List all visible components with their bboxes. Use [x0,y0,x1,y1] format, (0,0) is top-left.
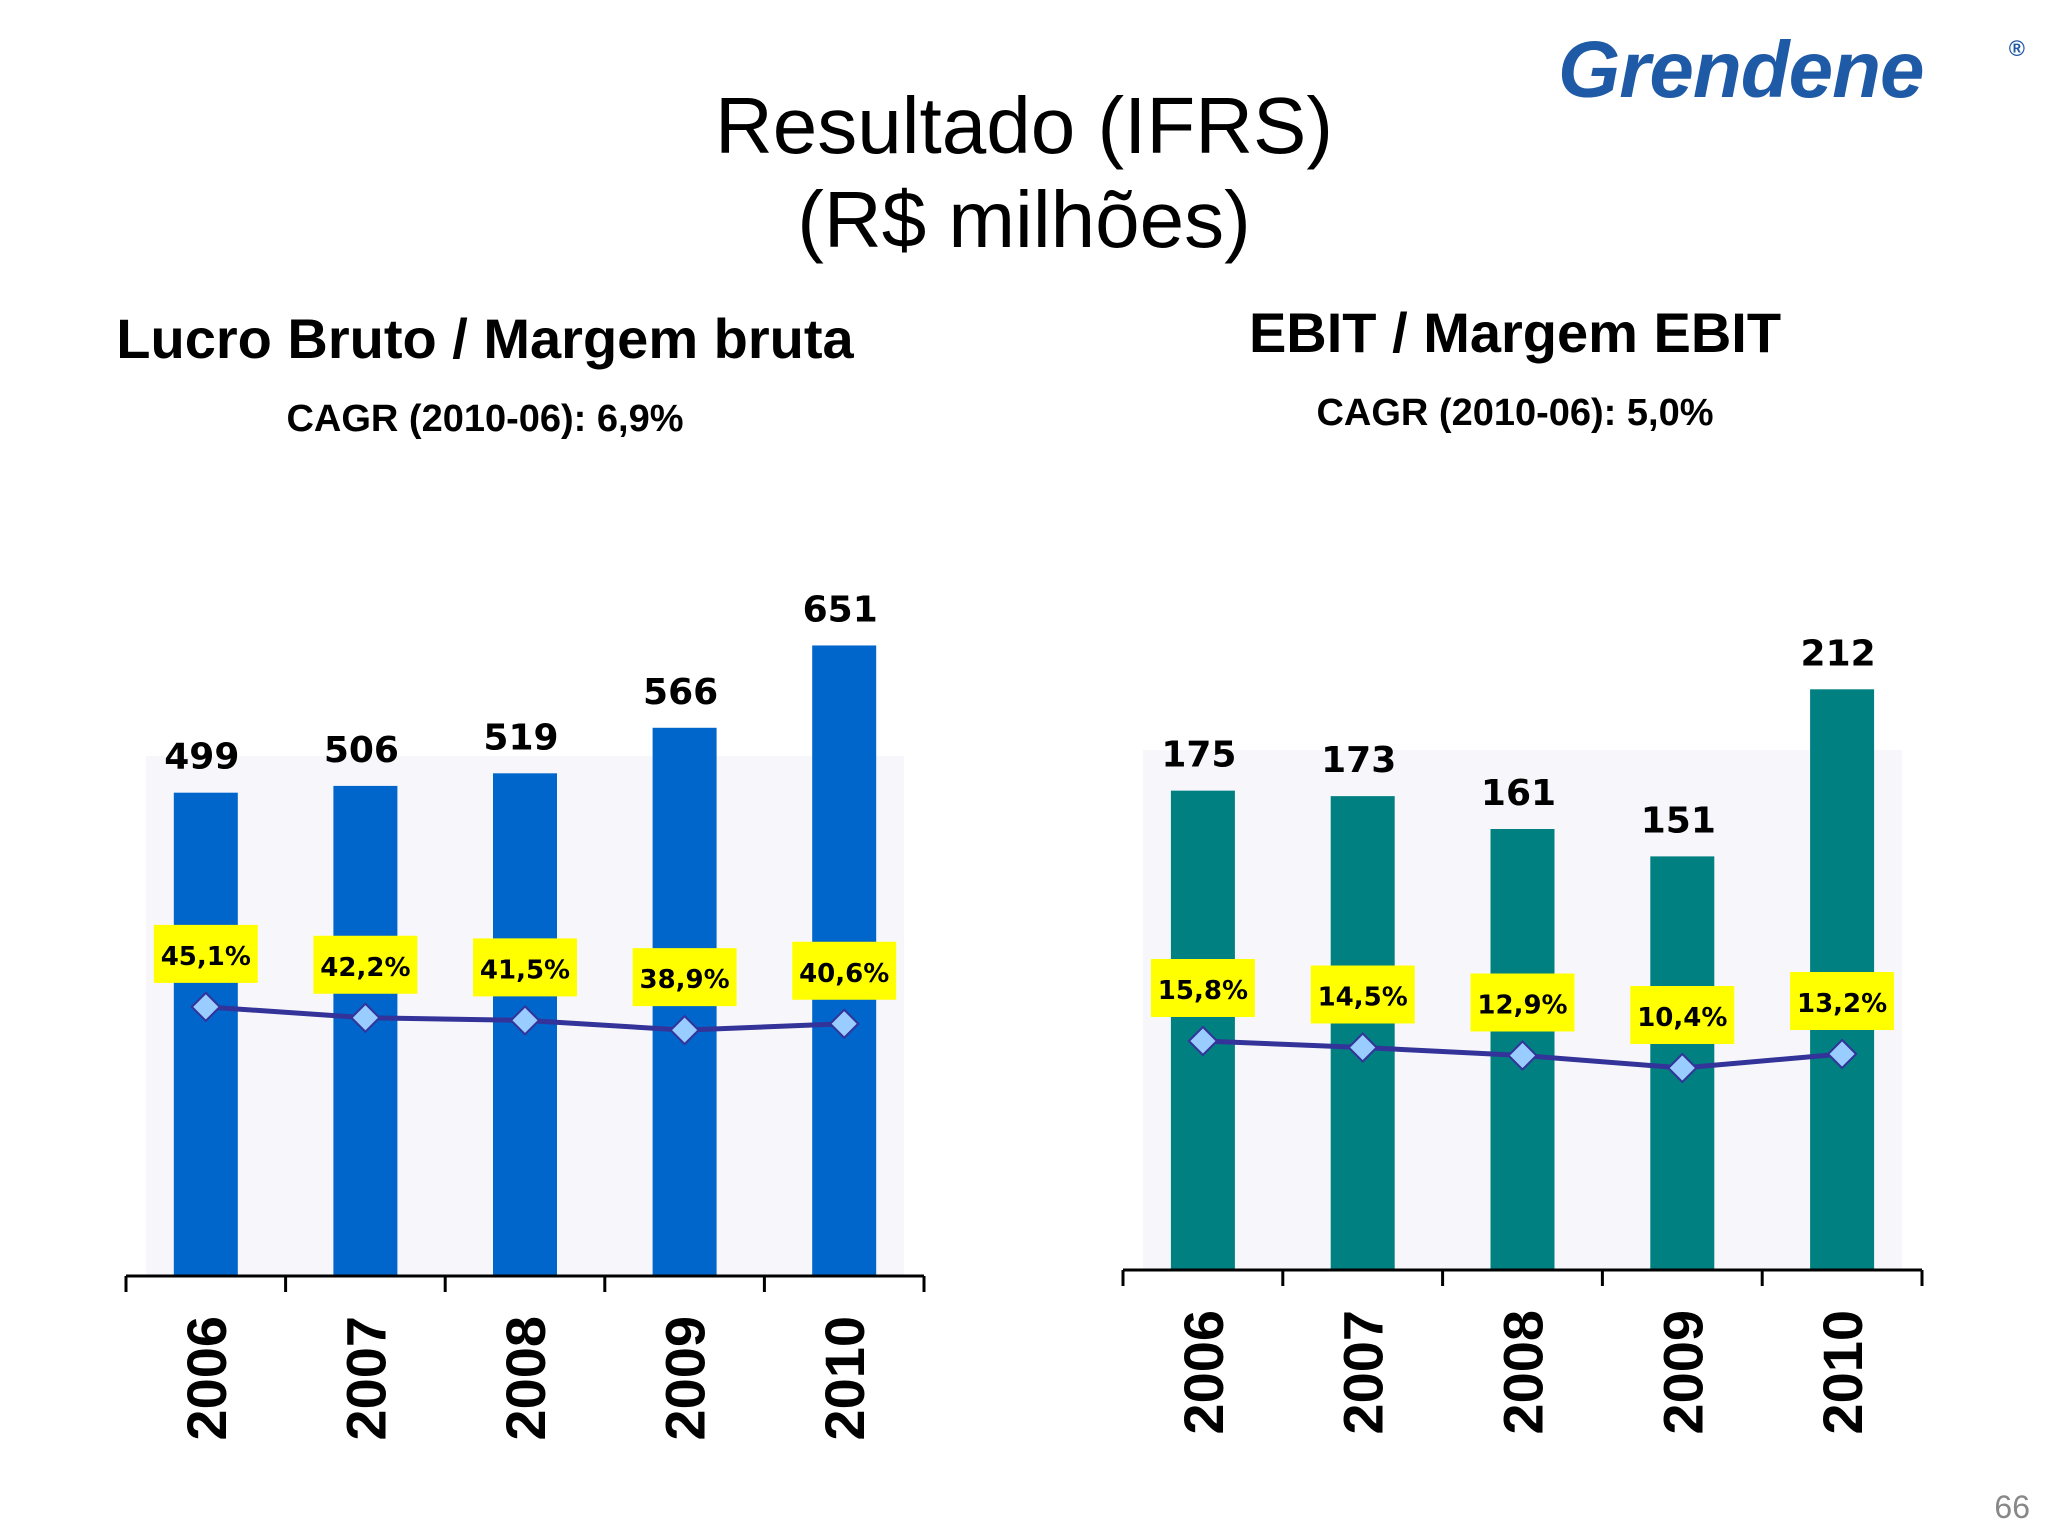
chart2-title: EBIT / Margem EBIT [1248,301,1782,364]
chart2-margin-label-bg-2006 [1150,959,1255,1017]
chart2-cagr: CAGR (2010-06): 5,0% [1316,392,1714,434]
chart2-category-label-2006: 2006 [1172,1310,1235,1435]
chart1-margin-label-bg-2010 [792,941,897,1000]
chart1-margin-label-bg-2006 [153,924,258,983]
chart1-marker-2010 [828,1008,860,1040]
chart2-margin-label-2009: 10,4% [1637,1003,1727,1033]
chart2-value-label-2009: 151 [1641,800,1716,841]
chart1-bar-2006 [173,792,238,1276]
chart2-marker-2010 [1826,1038,1858,1070]
chart1-margin-label-2007: 42,2% [320,953,410,983]
chart1-value-label-2009: 566 [643,672,718,713]
chart1-category-label-2006: 2006 [175,1316,238,1441]
chart2-value-label-2008: 161 [1481,773,1556,814]
page-title: Resultado (IFRS) [715,81,1333,170]
chart1-margin-label-2008: 41,5% [480,955,570,985]
page-number: 66 [1994,1489,2030,1525]
chart2-margin-label-bg-2008 [1470,973,1575,1032]
chart2-category-label-2007: 2007 [1332,1310,1395,1435]
chart2-margin-label-2008: 12,9% [1477,991,1567,1021]
chart1-marker-2006 [190,991,222,1023]
chart2-category-label-2009: 2009 [1651,1310,1714,1435]
chart2-value-label-2010: 212 [1801,633,1876,674]
chart2-margin-label-bg-2009 [1630,986,1735,1044]
chart1-margin-label-bg-2007 [313,935,418,994]
chart1-value-label-2006: 499 [164,737,239,778]
chart2-margin-label-2007: 14,5% [1318,983,1408,1013]
chart2-margin-label-bg-2010 [1790,972,1895,1030]
chart2-category-label-2010: 2010 [1811,1310,1874,1435]
chart1-title: Lucro Bruto / Margem bruta [116,307,854,370]
grendene-logo: Grendene ® [1558,30,2028,110]
chart1-value-label-2010: 651 [803,589,878,630]
chart1-marker-2009 [669,1014,701,1046]
chart2-marker-2007 [1347,1032,1379,1063]
chart2-marker-2006 [1187,1025,1219,1057]
chart1-value-label-2008: 519 [483,717,558,758]
chart1-margin-label-bg-2009 [632,948,737,1007]
chart2-value-label-2006: 175 [1161,735,1236,776]
chart1-marker-2007 [349,1002,381,1034]
chart2-margin-label-2006: 15,8% [1158,976,1248,1006]
chart2-value-label-2007: 173 [1321,740,1396,781]
page-subtitle: (R$ milhões) [797,175,1251,264]
chart1-category-label-2009: 2009 [654,1316,717,1441]
chart1-category-label-2010: 2010 [813,1316,876,1441]
chart2-category-label-2008: 2008 [1492,1310,1555,1435]
logo-text: Grendene [1558,25,1924,114]
chart2-margin-label-2010: 13,2% [1797,989,1887,1019]
chart1-category-label-2008: 2008 [494,1316,557,1441]
chart1-margin-label-2010: 40,6% [799,959,889,989]
registered-mark: ® [2008,36,2025,61]
chart1-margin-label-2009: 38,9% [639,965,729,995]
chart1-marker-2008 [509,1004,541,1036]
chart1-cagr: CAGR (2010-06): 6,9% [286,398,684,440]
chart1-category-label-2007: 2007 [334,1316,397,1441]
chart2-margin-label-bg-2007 [1310,965,1415,1024]
chart1-margin-label-bg-2008 [473,938,577,997]
chart2-marker-2008 [1507,1040,1538,1071]
chart2-marker-2009 [1666,1052,1698,1084]
chart1-margin-label-2006: 45,1% [161,942,251,972]
chart1-value-label-2007: 506 [324,730,399,771]
